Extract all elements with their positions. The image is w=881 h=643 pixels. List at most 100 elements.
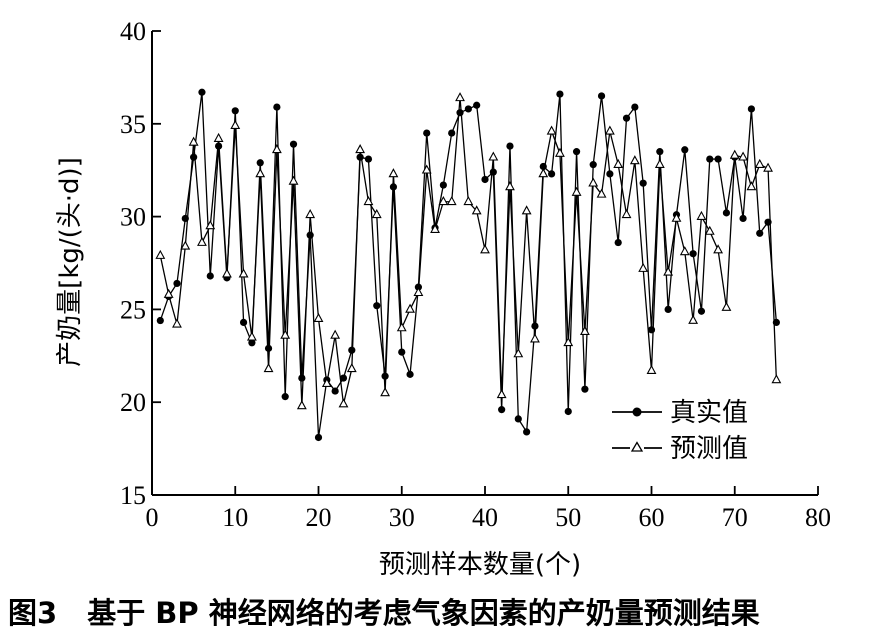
data-point-predicted [438,195,449,206]
data-point-predicted [163,288,174,298]
figure-number: 图3 [8,596,58,630]
x-tick-label: 40 [472,503,498,532]
data-point-predicted [405,303,415,313]
data-point-predicted [296,400,307,410]
data-point-actual [339,374,348,382]
legend-marker-actual [632,407,642,417]
data-point-predicted [313,312,324,323]
data-point-actual [714,155,722,163]
data-point-actual [614,238,622,247]
x-tick-label: 70 [722,503,748,532]
data-point-predicted [496,389,507,399]
data-point-actual [722,209,731,217]
data-point-predicted [255,168,266,178]
data-point-actual [239,318,248,326]
data-point-predicted [713,244,724,254]
data-point-predicted [521,205,532,215]
data-point-actual [248,339,256,347]
data-point-actual [314,433,323,442]
legend-item-actual: 真实值 [612,398,748,428]
y-tick-label: 20 [120,388,146,417]
data-point-predicted [621,208,632,219]
y-tick-label: 25 [120,295,146,324]
data-point-actual [548,170,556,178]
data-point-actual [589,161,597,169]
data-point-predicted [380,387,391,397]
x-tick-label: 80 [805,503,831,532]
data-point-actual [481,175,489,184]
data-point-predicted [305,208,316,219]
data-point-actual [523,428,531,436]
data-point-actual [514,415,522,423]
data-point-predicted [679,246,690,256]
data-point-actual [606,170,614,178]
data-point-actual [531,322,539,330]
data-point-predicted [638,262,649,272]
data-point-actual [664,305,672,313]
data-point-predicted [430,223,440,233]
data-point-predicted [696,210,707,220]
data-point-actual [264,344,273,352]
data-point-actual [273,103,281,111]
data-point-predicted [263,363,274,373]
data-point-predicted [463,195,474,206]
data-point-predicted [155,249,166,259]
data-point-actual [198,88,206,96]
data-point-actual [373,302,381,310]
data-point-actual [398,348,406,356]
data-point-actual [306,231,314,239]
data-point-predicted [413,286,424,297]
data-point-actual [364,155,373,163]
data-point-predicted [172,318,182,328]
data-point-predicted [763,162,773,172]
data-point-predicted [230,119,241,130]
data-point-actual [190,153,198,161]
data-point-predicted [771,374,782,384]
data-point-actual [473,101,481,109]
x-tick-label: 60 [639,503,665,532]
data-point-actual [639,179,647,187]
data-point-actual [498,406,506,414]
data-point-actual [706,155,714,163]
data-point-predicted [546,125,557,135]
data-point-predicted [280,329,291,339]
figure-caption: 图3 基于 BP 神经网络的考虑气象因素的产奶量预测结果 [8,590,878,632]
data-point-predicted [321,377,332,387]
data-point-actual [231,107,239,115]
data-point-actual [156,316,164,325]
data-point-actual [681,146,689,154]
x-ticks: 0 10 20 30 40 50 60 70 80 [146,486,831,532]
data-point-predicted [346,363,357,373]
data-point-predicted [371,208,382,219]
data-point-predicted [338,398,349,408]
data-point-actual [739,214,747,223]
data-point-predicted [446,195,457,206]
legend-marker-predicted [630,441,644,452]
data-point-predicted [729,149,740,159]
data-point-actual [464,105,472,113]
data-point-actual [697,307,706,315]
data-point-predicted [213,132,224,142]
data-point-actual [689,250,697,258]
data-point-predicted [388,168,399,178]
data-point-predicted [704,225,715,235]
data-point-predicted [222,268,232,278]
data-point-actual [256,159,264,167]
data-point-predicted [663,266,674,276]
data-point-predicted [246,331,257,341]
data-point-predicted [538,168,549,178]
data-point-predicted [588,177,599,187]
data-point-predicted [180,240,191,250]
data-point-predicted [396,322,407,332]
data-point-predicted [721,301,732,311]
data-point-predicted [363,195,374,206]
y-tick-label: 30 [120,203,146,232]
data-point-actual [406,370,414,378]
data-point-predicted [613,158,624,168]
milk-yield-chart: 0 10 20 30 40 50 60 70 80 15 20 25 30 35 40 产奶量[kg/(头… [55,17,831,580]
data-point-predicted [654,158,665,168]
legend-label-actual: 真实值 [670,398,748,428]
data-point-predicted [188,136,199,146]
data-point-predicted [471,205,482,215]
data-point-predicted [646,364,657,375]
